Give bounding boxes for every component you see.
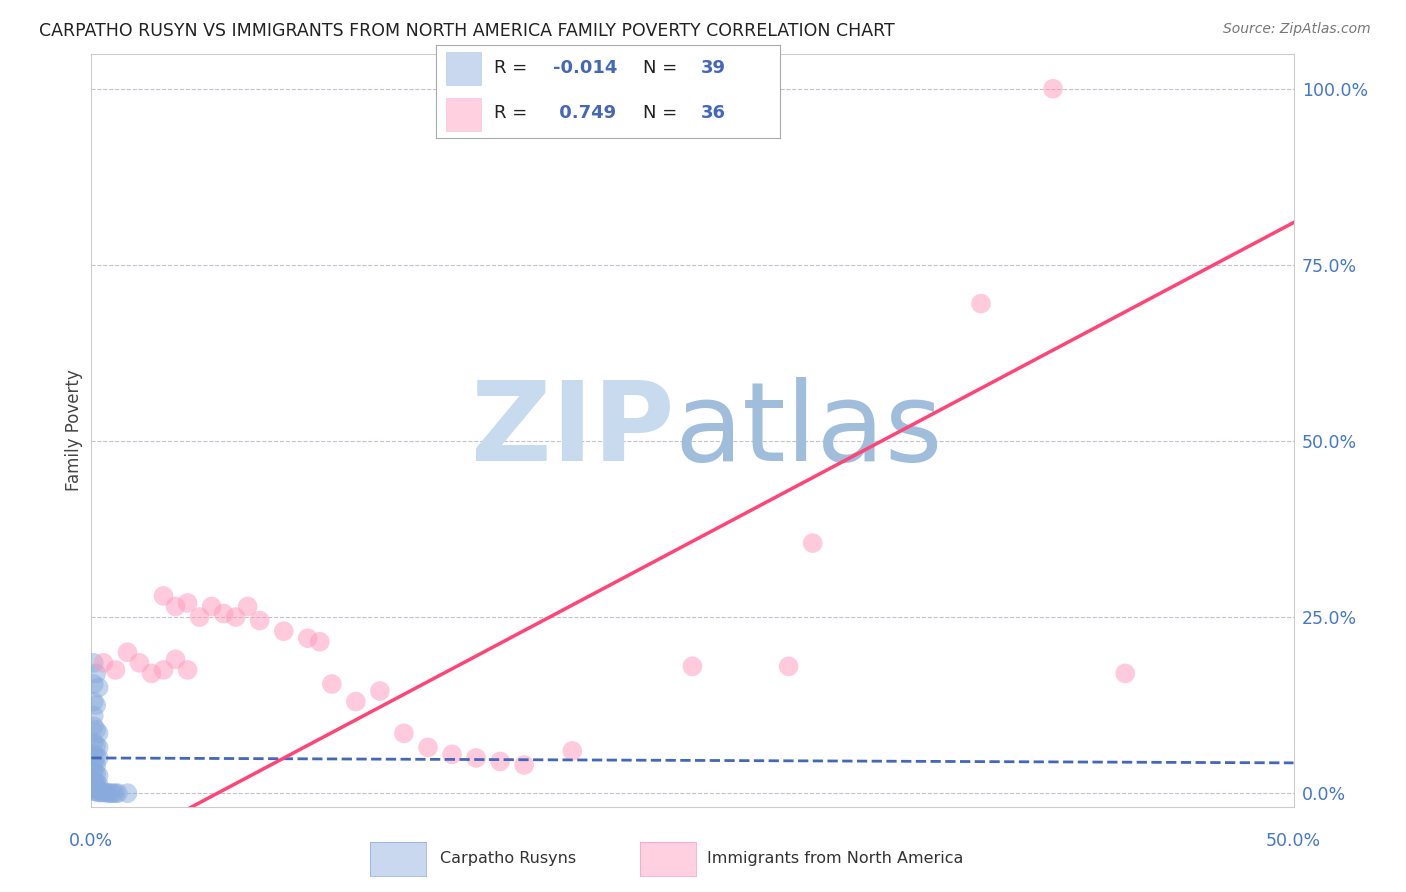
Point <box>84 758 107 772</box>
Text: 39: 39 <box>702 59 725 77</box>
Bar <box>446 52 481 85</box>
Text: N =: N = <box>643 59 682 77</box>
Point <box>83 719 105 733</box>
Text: ZIP: ZIP <box>471 377 675 483</box>
Point <box>344 695 367 709</box>
Point <box>87 751 110 765</box>
Point <box>87 681 110 695</box>
Point <box>107 786 129 800</box>
Point <box>90 785 112 799</box>
Point <box>83 708 105 723</box>
Text: R =: R = <box>495 104 533 122</box>
Point <box>83 695 105 709</box>
Point <box>101 786 124 800</box>
Point <box>87 782 110 797</box>
Text: Immigrants from North America: Immigrants from North America <box>707 852 963 866</box>
Point <box>561 744 583 758</box>
Point <box>84 723 107 737</box>
Point <box>104 663 127 677</box>
Point <box>83 735 105 749</box>
Point <box>465 751 488 765</box>
Text: R =: R = <box>495 59 533 77</box>
Point <box>236 599 259 614</box>
Point <box>141 666 163 681</box>
Point <box>212 607 235 621</box>
Point <box>128 656 150 670</box>
Point <box>513 758 536 772</box>
Text: N =: N = <box>643 104 682 122</box>
Point <box>117 645 139 659</box>
Point <box>416 740 439 755</box>
Point <box>1042 81 1064 95</box>
Point <box>152 589 174 603</box>
Text: Carpatho Rusyns: Carpatho Rusyns <box>440 852 576 866</box>
Point <box>87 740 110 755</box>
Point <box>489 755 512 769</box>
Point <box>87 726 110 740</box>
Point <box>117 786 139 800</box>
Text: -0.014: -0.014 <box>553 59 617 77</box>
Point <box>970 296 993 310</box>
Text: 50.0%: 50.0% <box>1265 832 1322 850</box>
Text: 0.749: 0.749 <box>553 104 616 122</box>
Point <box>321 677 343 691</box>
Point <box>97 786 120 800</box>
Point <box>83 773 105 788</box>
Point <box>188 610 211 624</box>
Point <box>83 656 105 670</box>
Point <box>84 666 107 681</box>
Point <box>225 610 247 624</box>
Point <box>83 677 105 691</box>
Point <box>104 786 127 800</box>
Point <box>84 739 107 753</box>
Point <box>249 614 271 628</box>
Point <box>83 780 105 795</box>
Point <box>1114 666 1136 681</box>
Point <box>201 599 224 614</box>
Point <box>84 749 107 764</box>
Point <box>440 747 463 762</box>
Point <box>83 784 105 798</box>
Point <box>87 785 110 799</box>
Point <box>297 631 319 645</box>
Text: Source: ZipAtlas.com: Source: ZipAtlas.com <box>1223 22 1371 37</box>
Point <box>84 775 107 789</box>
Text: 36: 36 <box>702 104 725 122</box>
Point <box>84 785 107 799</box>
Point <box>83 765 105 780</box>
Point <box>94 785 117 799</box>
Point <box>87 778 110 792</box>
Text: CARPATHO RUSYN VS IMMIGRANTS FROM NORTH AMERICA FAMILY POVERTY CORRELATION CHART: CARPATHO RUSYN VS IMMIGRANTS FROM NORTH … <box>39 22 896 40</box>
Point <box>392 726 415 740</box>
Point <box>83 747 105 762</box>
Point <box>778 659 800 673</box>
Point <box>84 766 107 780</box>
Point <box>176 663 198 677</box>
Point <box>83 756 105 771</box>
Text: atlas: atlas <box>675 377 943 483</box>
Point <box>152 663 174 677</box>
Point <box>84 698 107 712</box>
Point <box>93 656 115 670</box>
Y-axis label: Family Poverty: Family Poverty <box>65 369 83 491</box>
Point <box>308 634 330 648</box>
Point <box>801 536 824 550</box>
Point <box>273 624 295 639</box>
Point <box>176 596 198 610</box>
Point <box>93 785 115 799</box>
Point <box>100 786 122 800</box>
Point <box>681 659 703 673</box>
Bar <box>446 98 481 131</box>
Point <box>84 781 107 796</box>
Point <box>368 684 391 698</box>
Point <box>87 768 110 782</box>
Text: 0.0%: 0.0% <box>69 832 114 850</box>
Point <box>165 599 187 614</box>
Point <box>165 652 187 666</box>
